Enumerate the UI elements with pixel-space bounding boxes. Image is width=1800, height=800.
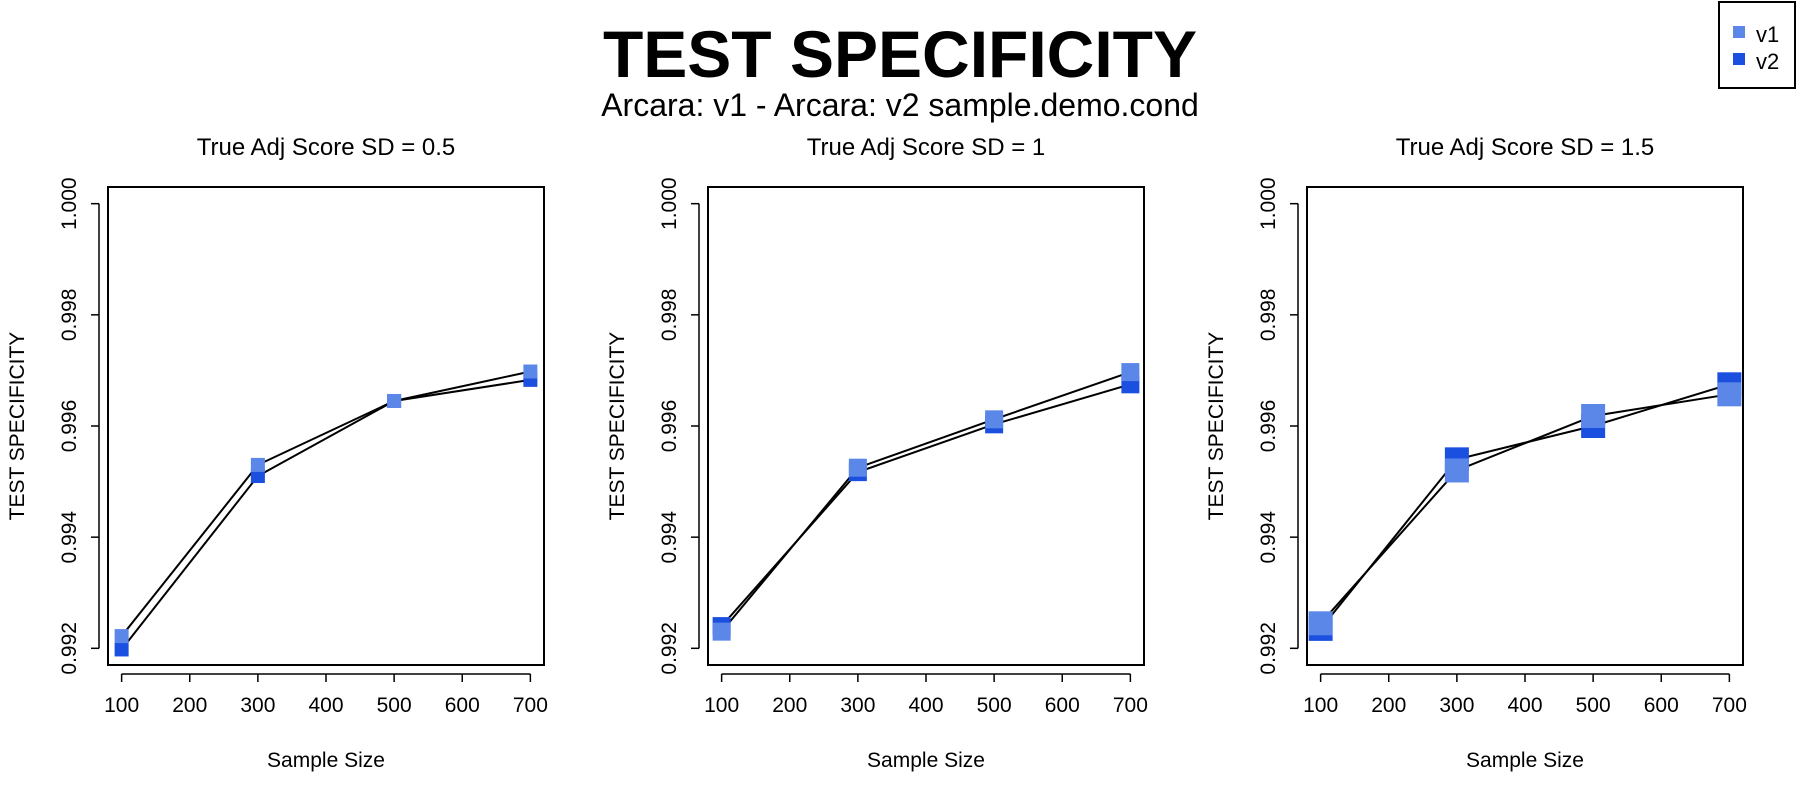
y-tick-label: 0.992	[58, 622, 81, 675]
x-tick-label: 700	[1113, 694, 1148, 717]
legend-swatch-v1	[1733, 26, 1745, 38]
y-tick-label: 0.998	[1257, 289, 1280, 342]
y-tick-label: 0.994	[58, 511, 81, 564]
plot-frame	[707, 186, 1145, 666]
x-tick-label: 100	[1303, 694, 1338, 717]
x-tick-label: 100	[704, 694, 739, 717]
x-tick-label: 400	[908, 694, 943, 717]
x-tick-label: 400	[1507, 694, 1542, 717]
y-tick-label: 1.000	[58, 177, 81, 230]
x-tick-label: 400	[308, 694, 343, 717]
series-line-v2	[120, 378, 531, 651]
data-point-v1	[1308, 611, 1333, 636]
data-point-v2	[250, 469, 265, 484]
series-line-v1	[120, 370, 531, 637]
x-tick-label: 600	[1045, 694, 1080, 717]
plot-frame	[107, 186, 545, 666]
data-point-v1	[1121, 363, 1140, 382]
y-axis-label: TEST SPECIFICITY	[606, 332, 629, 521]
x-tick-label: 200	[1371, 694, 1406, 717]
data-point-v1	[848, 458, 867, 477]
data-point-v1	[1581, 403, 1606, 428]
data-point-v1	[985, 410, 1004, 429]
plot-frame	[1306, 186, 1744, 666]
x-tick-label: 500	[377, 694, 412, 717]
x-axis-label: Sample Size	[1466, 749, 1584, 772]
y-tick-label: 0.996	[58, 400, 81, 453]
x-tick-label: 500	[1576, 694, 1611, 717]
panel-title: True Adj Score SD = 1.5	[1396, 134, 1655, 161]
data-point-v1	[250, 457, 265, 472]
panel-title: True Adj Score SD = 1	[807, 134, 1046, 161]
y-tick-label: 0.998	[658, 289, 681, 342]
x-tick-label: 200	[772, 694, 807, 717]
series-line-v2	[720, 383, 1131, 627]
x-tick-label: 700	[1712, 694, 1747, 717]
x-tick-label: 500	[977, 694, 1012, 717]
x-tick-label: 100	[104, 694, 139, 717]
legend: v1 v2	[1718, 1, 1796, 89]
y-tick-label: 0.998	[58, 289, 81, 342]
data-point-v1	[114, 629, 129, 644]
legend-label-v1: v1	[1756, 22, 1779, 47]
x-tick-label: 600	[445, 694, 480, 717]
chart-panel-3: True Adj Score SD = 1.5 100 200 300 400 500 60…	[1205, 134, 1747, 772]
chart-subtitle: Arcara: v1 - Arcara: v2 sample.demo.cond	[601, 87, 1199, 123]
x-tick-label: 300	[1439, 694, 1474, 717]
data-point-v1	[1444, 458, 1469, 483]
y-tick-label: 0.994	[658, 511, 681, 564]
chart-panels: True Adj Score SD = 0.5 100 200 300 400 500 60…	[6, 134, 1747, 772]
y-tick-label: 1.000	[658, 177, 681, 230]
chart-panel-1: True Adj Score SD = 0.5 100 200 300 400 500 60…	[6, 134, 548, 772]
data-point-v1	[523, 364, 538, 379]
y-axis-label: TEST SPECIFICITY	[1205, 332, 1228, 521]
panel-title: True Adj Score SD = 0.5	[197, 134, 456, 161]
y-axis-label: TEST SPECIFICITY	[6, 332, 29, 521]
legend-box	[1718, 1, 1796, 89]
legend-swatch-v2	[1733, 53, 1745, 65]
x-axis-label: Sample Size	[267, 749, 385, 772]
x-axis-label: Sample Size	[867, 749, 985, 772]
data-point-v2	[114, 642, 129, 657]
chart-panel-2: True Adj Score SD = 1 100 200 300 400 500 600 7…	[606, 134, 1148, 772]
y-tick-label: 0.992	[1257, 622, 1280, 675]
x-tick-label: 700	[513, 694, 548, 717]
series-line-v1	[720, 371, 1131, 633]
chart-title: TEST SPECIFICITY	[603, 17, 1197, 91]
data-point-v1	[387, 393, 402, 408]
y-tick-label: 0.992	[658, 622, 681, 675]
x-tick-label: 300	[240, 694, 275, 717]
data-point-v1	[712, 622, 731, 641]
x-tick-label: 600	[1644, 694, 1679, 717]
y-tick-label: 0.994	[1257, 511, 1280, 564]
y-tick-label: 1.000	[1257, 177, 1280, 230]
y-tick-label: 0.996	[1257, 400, 1280, 453]
data-point-v1	[1717, 382, 1742, 407]
x-tick-label: 300	[840, 694, 875, 717]
legend-label-v2: v2	[1756, 49, 1779, 74]
series-line-v1	[1319, 393, 1730, 624]
y-tick-label: 0.996	[658, 400, 681, 453]
series-line-v2	[1319, 383, 1730, 630]
x-tick-label: 200	[172, 694, 207, 717]
